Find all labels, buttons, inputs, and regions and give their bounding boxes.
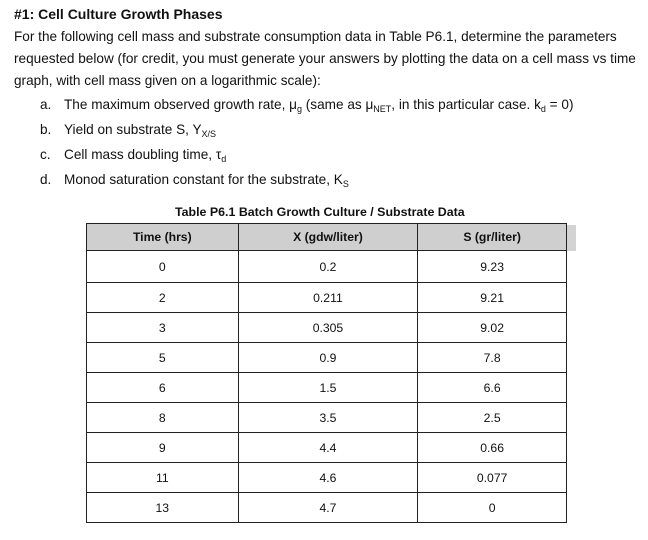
cell-substrate: 2.5 <box>417 402 567 433</box>
cell-mass: 0.211 <box>237 282 419 313</box>
subscript: d <box>221 154 227 164</box>
subscript: NET <box>373 104 392 114</box>
cell-substrate: 9.02 <box>417 312 567 343</box>
question-letter: b. <box>40 122 52 137</box>
data-table: Time (hrs) X (gdw/liter) S (gr/liter) 0 … <box>86 223 567 523</box>
question-letter: a. <box>40 97 52 112</box>
problem-heading: #1: Cell Culture Growth Phases <box>14 6 223 22</box>
table-row: 3 0.305 9.02 <box>86 312 567 343</box>
question-b: b. Yield on substrate S, YX/S <box>40 117 640 142</box>
question-list: a. The maximum observed growth rate, μg (… <box>40 92 640 192</box>
question-text: Cell mass doubling time, τ <box>64 147 222 162</box>
cell-time: 8 <box>86 402 239 433</box>
cell-time: 3 <box>86 312 239 343</box>
question-text: = 0) <box>545 97 574 112</box>
cell-time: 13 <box>86 492 239 523</box>
cell-time: 6 <box>86 372 239 403</box>
question-text: Monod saturation constant for the substr… <box>64 172 343 187</box>
col-header-time: Time (hrs) <box>86 223 239 251</box>
cell-substrate: 0 <box>417 492 567 523</box>
table-row: 5 0.9 7.8 <box>86 342 567 373</box>
cell-time: 0 <box>86 250 239 283</box>
cell-substrate: 9.21 <box>417 282 567 313</box>
table-row: 9 4.4 0.66 <box>86 432 567 463</box>
question-text: , in this particular case. k <box>391 97 541 112</box>
question-text: (same as μ <box>302 97 374 112</box>
table-row: 11 4.6 0.077 <box>86 462 567 493</box>
table-row: 13 4.7 0 <box>86 492 567 523</box>
cell-time: 2 <box>86 282 239 313</box>
cell-substrate: 0.66 <box>417 432 567 463</box>
table-row: 2 0.211 9.21 <box>86 282 567 313</box>
table-row: 6 1.5 6.6 <box>86 372 567 403</box>
cell-substrate: 6.6 <box>417 372 567 403</box>
cell-substrate: 7.8 <box>417 342 567 373</box>
cell-time: 5 <box>86 342 239 373</box>
cell-mass: 4.7 <box>237 492 419 523</box>
col-header-cell-mass: X (gdw/liter) <box>237 223 419 251</box>
question-letter: d. <box>40 172 52 187</box>
question-text: Yield on substrate S, Y <box>64 122 202 137</box>
cell-mass: 0.305 <box>237 312 419 343</box>
question-c: c. Cell mass doubling time, τd <box>40 142 640 167</box>
cell-mass: 0.9 <box>237 342 419 373</box>
col-header-substrate: S (gr/liter) <box>417 223 567 251</box>
subscript: d <box>540 104 546 114</box>
table-header-row: Time (hrs) X (gdw/liter) S (gr/liter) <box>86 223 567 251</box>
subscript: X/S <box>201 129 217 139</box>
cell-substrate: 9.23 <box>417 250 567 283</box>
cell-mass: 3.5 <box>237 402 419 433</box>
question-d: d. Monod saturation constant for the subs… <box>40 167 640 192</box>
cell-substrate: 0.077 <box>417 462 567 493</box>
table-caption: Table P6.1 Batch Growth Culture / Substr… <box>175 205 465 219</box>
cell-mass: 1.5 <box>237 372 419 403</box>
cell-time: 9 <box>86 432 239 463</box>
cell-mass: 0.2 <box>237 250 419 283</box>
cell-mass: 4.6 <box>237 462 419 493</box>
question-text: The maximum observed growth rate, μ <box>64 97 297 112</box>
problem-intro: For the following cell mass and substrat… <box>14 29 636 89</box>
question-a: a. The maximum observed growth rate, μg (… <box>40 92 640 117</box>
subscript: S <box>342 179 349 189</box>
cell-time: 11 <box>86 462 239 493</box>
subscript: g <box>296 104 302 114</box>
question-letter: c. <box>40 147 51 162</box>
table-row: 0 0.2 9.23 <box>86 250 567 283</box>
cell-mass: 4.4 <box>237 432 419 463</box>
table-row: 8 3.5 2.5 <box>86 402 567 433</box>
